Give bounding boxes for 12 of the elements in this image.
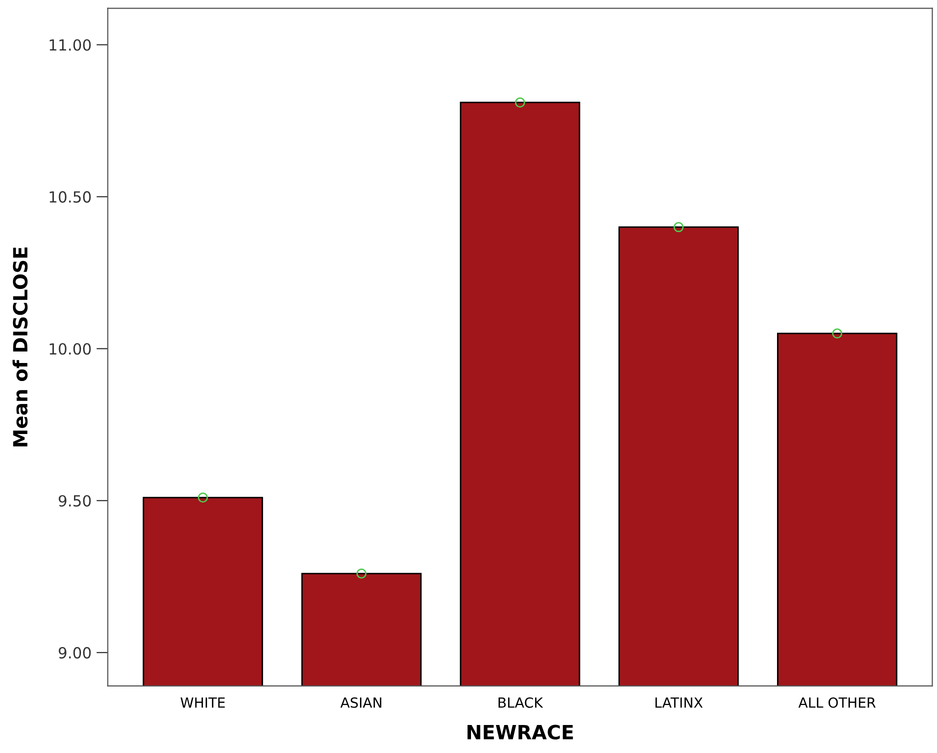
y-tick-label: 10.00	[50, 343, 91, 355]
y-tick-label: 9.00	[58, 647, 91, 659]
x-tick-label: LATINX	[655, 698, 703, 708]
y-tick-label: 9.50	[58, 495, 91, 507]
x-axis-title: NEWRACE	[468, 724, 573, 740]
x-tick-label: WHITE	[180, 698, 225, 708]
x-tick-label: ASIAN	[340, 697, 382, 708]
y-axis-title: Mean of DISCLOSE	[12, 248, 28, 446]
x-tick-label: ALL OTHER	[798, 697, 876, 708]
y-tick-label: 11.00	[50, 39, 91, 51]
y-tick-label: 10.50	[50, 191, 91, 203]
x-tick-label: BLACK	[498, 697, 544, 708]
